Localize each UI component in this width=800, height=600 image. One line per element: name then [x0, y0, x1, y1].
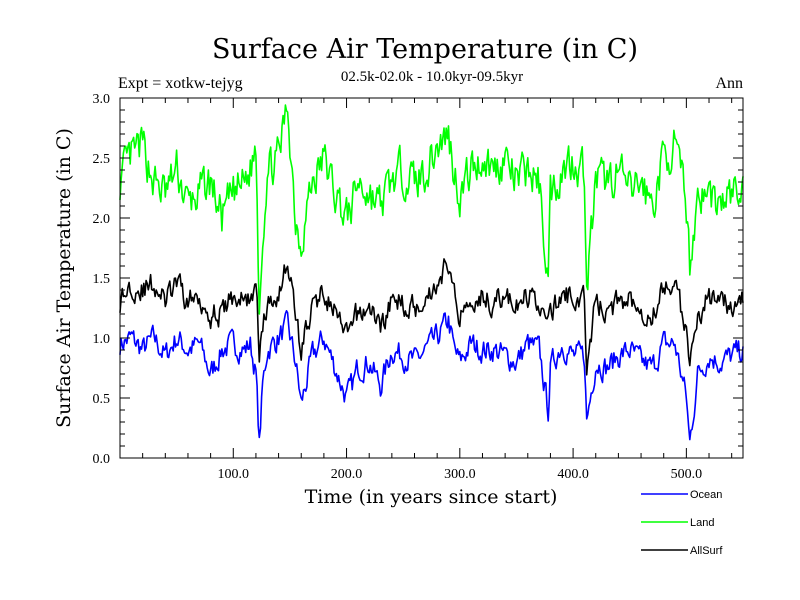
y-tick-label: 0.0	[93, 452, 111, 467]
y-axis-label: Surface Air Temperature (in C)	[53, 128, 75, 428]
x-tick-label: 200.0	[331, 467, 363, 482]
series-line-ocean	[119, 309, 744, 441]
y-tick-label: 1.0	[93, 332, 111, 347]
y-tick-label: 1.5	[93, 272, 111, 287]
legend-label-land: Land	[690, 517, 714, 529]
y-tick-label: 2.5	[93, 152, 111, 167]
legend: Ocean Land AllSurf	[641, 489, 723, 557]
chart-title: Surface Air Temperature (in C)	[212, 34, 638, 65]
x-tick-label: 400.0	[557, 467, 589, 482]
series-layer	[119, 104, 744, 441]
series-line-allsurf	[119, 258, 744, 376]
chart-subtitle: 02.5k-02.0k - 10.0kyr-09.5kyr	[341, 69, 523, 85]
x-tick-label: 300.0	[444, 467, 476, 482]
axis-ticks: 100.0 200.0 300.0 400.0 500.0 0.0 0.5 1.0 1.5 2.0…	[93, 92, 743, 482]
y-tick-label: 3.0	[93, 92, 111, 107]
series-line-land	[119, 104, 744, 315]
y-tick-label: 2.0	[93, 212, 111, 227]
season-label: Ann	[715, 75, 743, 92]
y-tick-label: 0.5	[93, 392, 111, 407]
legend-label-ocean: Ocean	[690, 489, 722, 501]
x-tick-label: 500.0	[671, 467, 703, 482]
experiment-label: Expt = xotkw-tejyg	[118, 75, 243, 92]
legend-label-allsurf: AllSurf	[690, 545, 723, 557]
x-tick-label: 100.0	[218, 467, 250, 482]
x-axis-label: Time (in years since start)	[305, 486, 558, 508]
